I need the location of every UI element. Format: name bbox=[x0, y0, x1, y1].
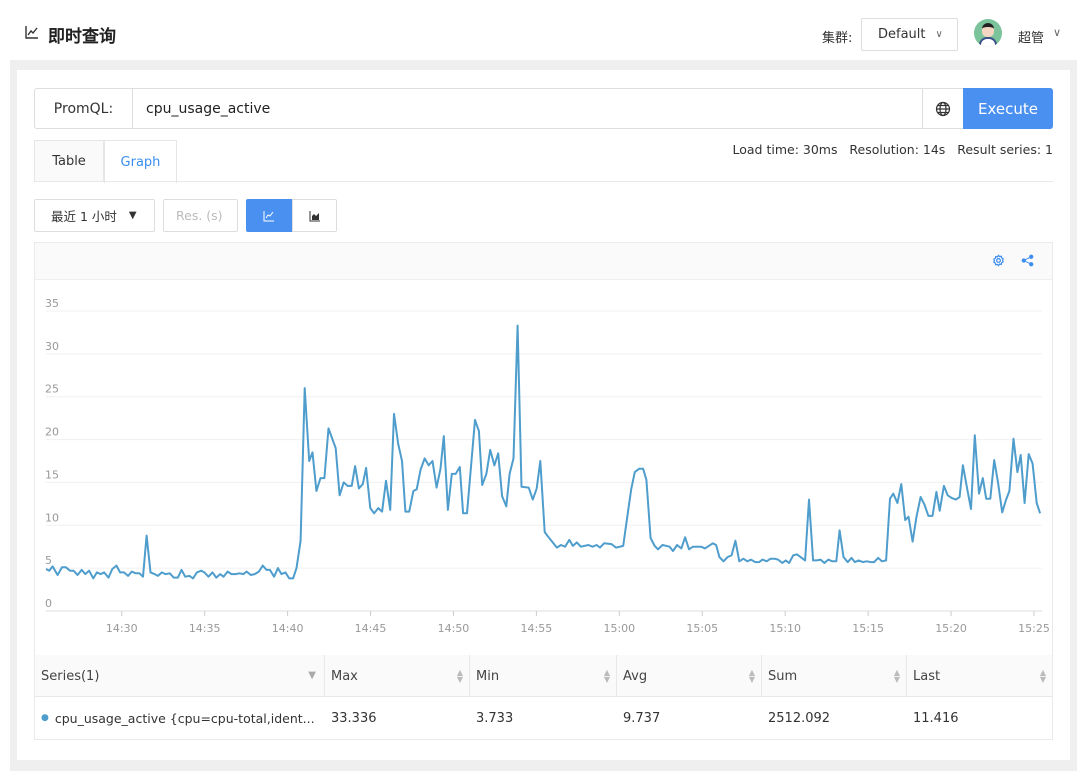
column-last[interactable]: Last ▲ ▼ bbox=[913, 668, 1046, 684]
line-chart-toggle[interactable] bbox=[246, 199, 292, 232]
time-range-select[interactable]: 最近 1 小时 ▼ bbox=[34, 199, 155, 232]
line-chart-icon bbox=[24, 24, 40, 45]
cluster-select[interactable]: Default ∨ bbox=[861, 18, 958, 51]
column-series[interactable]: Series(1) ▼ bbox=[35, 655, 325, 697]
y-tick-label: 5 bbox=[45, 554, 52, 567]
sort-icon[interactable]: ▲ ▼ bbox=[893, 668, 900, 684]
share-icon[interactable] bbox=[1021, 254, 1034, 271]
cell-last: 11.416 bbox=[913, 710, 959, 726]
cluster-label: 集群: bbox=[822, 31, 853, 46]
line-chart: 0 5 10 15 20 25 30 35 14:30 14:35 14:40 14:45 14:50 1… bbox=[45, 297, 1050, 635]
x-tick-label: 14:55 bbox=[521, 622, 553, 635]
avatar[interactable] bbox=[974, 19, 1002, 47]
column-min[interactable]: Min ▲ ▼ bbox=[470, 655, 617, 697]
cell-max: 33.336 bbox=[331, 710, 377, 726]
cell-avg: 9.737 bbox=[623, 710, 661, 726]
x-tick-label: 14:50 bbox=[438, 622, 470, 635]
chevron-down-icon[interactable]: ∨ bbox=[1053, 26, 1062, 39]
tab-divider bbox=[34, 181, 1053, 182]
x-tick-label: 15:20 bbox=[935, 622, 967, 635]
tab-graph[interactable]: Graph bbox=[104, 140, 177, 183]
area-chart-icon bbox=[309, 210, 320, 221]
sort-icon[interactable]: ▲ ▼ bbox=[1039, 668, 1046, 684]
table-row[interactable]: ● cpu_usage_active {cpu=cpu-total,ident..… bbox=[35, 697, 1052, 739]
series-color-dot: ● bbox=[41, 713, 49, 723]
y-tick-label: 10 bbox=[45, 511, 59, 524]
settings-icon[interactable] bbox=[992, 254, 1005, 271]
column-sum[interactable]: Sum ▲ ▼ bbox=[762, 655, 907, 697]
x-tick-label: 14:30 bbox=[106, 622, 138, 635]
y-tick-label: 35 bbox=[45, 297, 59, 310]
promql-label: PromQL: bbox=[35, 89, 133, 128]
x-tick-label: 15:00 bbox=[603, 622, 635, 635]
x-tick-label: 14:40 bbox=[272, 622, 304, 635]
resolution-input[interactable]: Res. (s) bbox=[163, 199, 238, 232]
promql-input[interactable]: cpu_usage_active bbox=[146, 100, 271, 117]
y-tick-label: 20 bbox=[45, 426, 59, 439]
y-tick-label: 25 bbox=[45, 383, 59, 396]
sort-icon[interactable]: ▲ ▼ bbox=[456, 668, 463, 684]
column-avg[interactable]: Avg ▲ ▼ bbox=[617, 655, 762, 697]
caret-down-icon: ▼ bbox=[128, 210, 137, 221]
x-tick-label: 14:45 bbox=[355, 622, 387, 635]
tab-table[interactable]: Table bbox=[34, 140, 104, 182]
y-tick-label: 15 bbox=[45, 468, 59, 481]
sort-icon[interactable]: ▲ ▼ bbox=[748, 668, 755, 684]
globe-icon[interactable] bbox=[922, 89, 963, 128]
page-title: 即时查询 bbox=[24, 22, 116, 47]
series-table-header: Series(1) ▼ Max ▲ ▼ Min ▲ ▼ Avg ▲ ▼ Sum ▲ ▼ Last ▲… bbox=[35, 655, 1052, 697]
graph-card bbox=[34, 242, 1053, 740]
y-tick-label: 30 bbox=[45, 340, 59, 353]
series-line bbox=[45, 324, 1042, 580]
query-panel bbox=[17, 70, 1070, 760]
x-tick-label: 15:25 bbox=[1018, 622, 1050, 635]
execute-button[interactable]: Execute bbox=[963, 88, 1053, 129]
query-stats: Load time: 30ms Resolution: 14s Result s… bbox=[732, 142, 1054, 157]
cell-min: 3.733 bbox=[476, 710, 514, 726]
user-name[interactable]: 超管 bbox=[1018, 31, 1045, 46]
y-tick-label: 0 bbox=[45, 597, 52, 610]
series-name: cpu_usage_active {cpu=cpu-total,ident... bbox=[54, 710, 315, 726]
query-bar: PromQL: cpu_usage_active Execute bbox=[34, 88, 1053, 129]
line-chart-icon bbox=[263, 210, 274, 221]
column-max[interactable]: Max ▲ ▼ bbox=[325, 655, 470, 697]
x-tick-label: 14:35 bbox=[189, 622, 221, 635]
x-tick-label: 15:05 bbox=[686, 622, 718, 635]
chevron-down-icon: ∨ bbox=[935, 29, 943, 40]
x-tick-label: 15:10 bbox=[769, 622, 801, 635]
filter-icon[interactable]: ▼ bbox=[308, 670, 316, 681]
sort-icon[interactable]: ▲ ▼ bbox=[603, 668, 610, 684]
area-chart-toggle[interactable] bbox=[292, 199, 337, 232]
graph-toolbar bbox=[35, 243, 1052, 280]
cell-sum: 2512.092 bbox=[768, 710, 831, 726]
x-tick-label: 15:15 bbox=[852, 622, 884, 635]
